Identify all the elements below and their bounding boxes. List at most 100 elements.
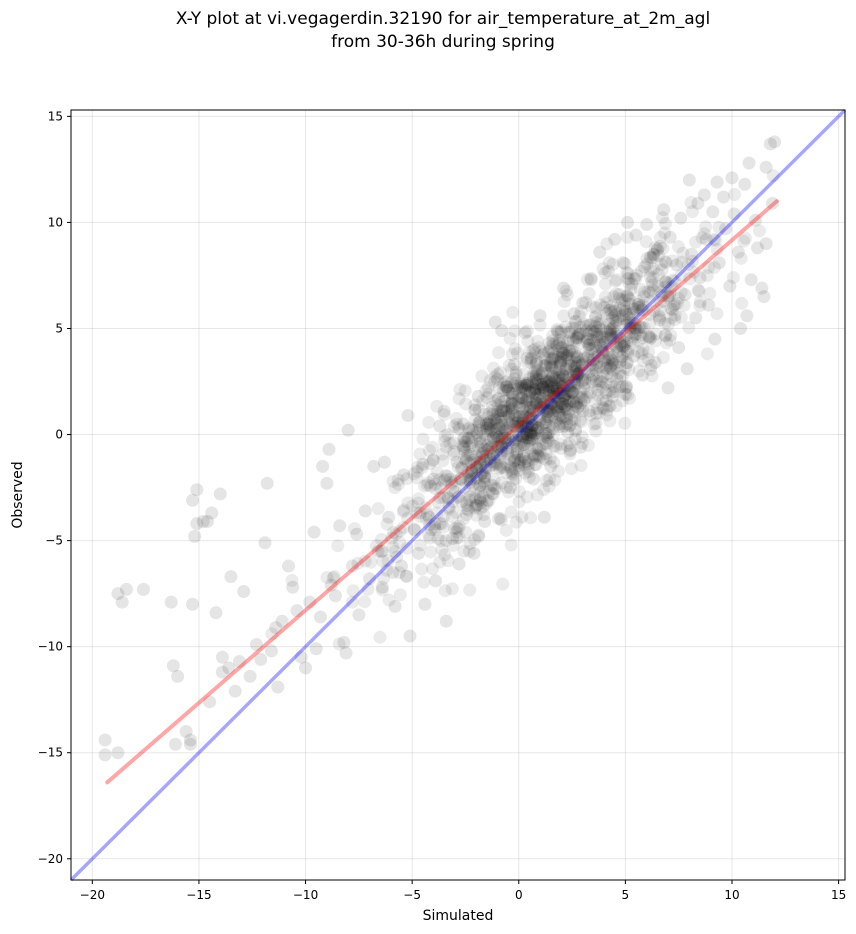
data-point: [98, 748, 112, 762]
data-point: [763, 137, 777, 151]
data-point: [661, 317, 675, 331]
data-point: [470, 426, 484, 440]
data-point: [590, 315, 604, 329]
data-point: [604, 328, 618, 342]
data-point: [456, 432, 470, 446]
data-point: [636, 354, 650, 368]
data-point: [552, 336, 566, 350]
data-point: [578, 376, 592, 390]
data-point: [648, 355, 662, 369]
data-point: [448, 485, 462, 499]
data-point: [612, 288, 626, 302]
data-point: [529, 377, 543, 391]
data-point: [560, 439, 574, 453]
data-point: [459, 454, 473, 468]
data-point: [527, 366, 541, 380]
data-point: [352, 608, 366, 622]
data-point: [564, 462, 578, 476]
data-point: [632, 345, 646, 359]
data-point: [595, 340, 609, 354]
data-point: [458, 384, 472, 398]
data-point: [595, 380, 609, 394]
data-point: [467, 472, 481, 486]
data-point: [412, 546, 426, 560]
data-point: [382, 593, 396, 607]
data-point: [331, 539, 345, 553]
data-point: [604, 377, 618, 391]
data-point: [569, 397, 583, 411]
data-point: [531, 373, 545, 387]
data-point: [682, 321, 696, 335]
data-point: [250, 638, 264, 652]
data-point: [529, 458, 543, 472]
data-point: [616, 256, 630, 270]
y-tick-label: −20: [38, 852, 63, 866]
data-point: [675, 255, 689, 269]
data-point: [498, 399, 512, 413]
data-point: [303, 595, 317, 609]
data-point: [515, 510, 529, 524]
data-point: [615, 380, 629, 394]
data-point: [559, 362, 573, 376]
data-point: [429, 482, 443, 496]
data-point: [619, 318, 633, 332]
data-point: [553, 357, 567, 371]
data-point: [642, 329, 656, 343]
data-point: [397, 468, 411, 482]
data-point: [470, 428, 484, 442]
data-point: [707, 232, 721, 246]
data-point: [533, 318, 547, 332]
data-point: [557, 346, 571, 360]
data-point: [528, 346, 542, 360]
data-point: [574, 415, 588, 429]
data-point: [539, 453, 553, 467]
data-point: [716, 190, 730, 204]
data-point: [566, 386, 580, 400]
data-point: [654, 295, 668, 309]
data-point: [539, 447, 553, 461]
data-point: [517, 438, 531, 452]
data-point: [630, 268, 644, 282]
data-point: [410, 464, 424, 478]
data-point: [509, 409, 523, 423]
data-point: [581, 350, 595, 364]
data-point: [469, 508, 483, 522]
data-point: [599, 377, 613, 391]
data-point: [437, 434, 451, 448]
data-point: [481, 443, 495, 457]
data-point: [603, 339, 617, 353]
data-point: [469, 498, 483, 512]
data-point: [621, 356, 635, 370]
data-point: [510, 379, 524, 393]
data-point: [608, 274, 622, 288]
data-point: [602, 256, 616, 270]
data-point: [457, 544, 471, 558]
data-point: [375, 544, 389, 558]
data-point: [650, 243, 664, 257]
data-point: [644, 331, 658, 345]
y-axis-label: Observed: [10, 461, 26, 528]
data-point: [413, 506, 427, 520]
data-point: [600, 237, 614, 251]
data-point: [593, 374, 607, 388]
data-point: [351, 556, 365, 570]
data-point: [546, 352, 560, 366]
data-point: [622, 316, 636, 330]
data-point: [539, 375, 553, 389]
data-point: [569, 334, 583, 348]
data-point: [455, 438, 469, 452]
data-point: [463, 475, 477, 489]
data-point: [570, 331, 584, 345]
data-point: [520, 490, 534, 504]
data-point: [600, 367, 614, 381]
data-point: [555, 368, 569, 382]
data-point: [444, 478, 458, 492]
data-point: [557, 400, 571, 414]
data-point: [505, 394, 519, 408]
data-point: [495, 432, 509, 446]
data-point: [545, 329, 559, 343]
data-point: [569, 355, 583, 369]
data-point: [483, 373, 497, 387]
data-point: [641, 352, 655, 366]
data-point: [501, 436, 515, 450]
